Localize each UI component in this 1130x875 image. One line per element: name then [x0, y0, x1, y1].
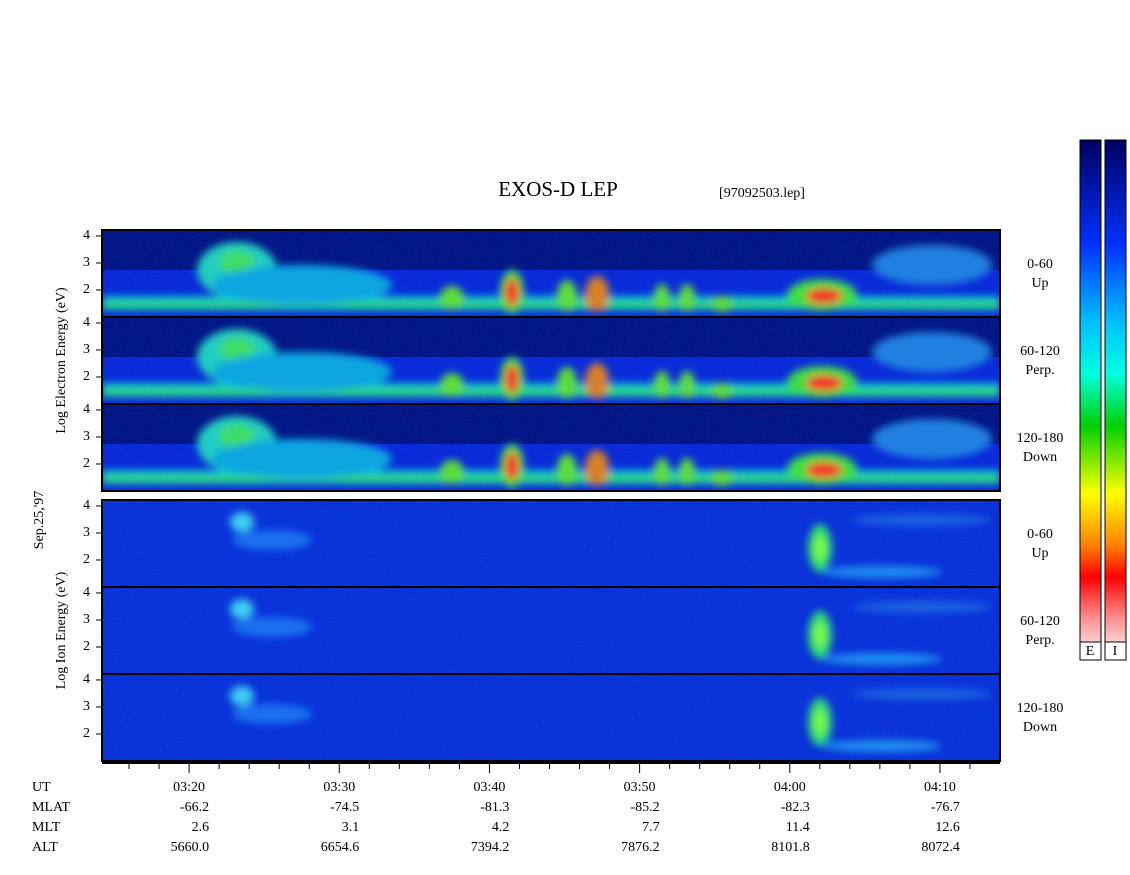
x-tick-label: 03:20	[173, 780, 205, 795]
row-value: -74.5	[330, 800, 359, 815]
x-tick-label: 03:50	[624, 780, 656, 795]
panel-frame	[101, 673, 1001, 762]
y-tick-label: 2	[83, 282, 90, 297]
y-tick-label: 3	[83, 255, 90, 270]
row-value: 2.6	[192, 820, 210, 835]
colorbar-label-box	[1104, 641, 1127, 661]
x-tick-label: 03:30	[323, 780, 355, 795]
y-tick-label: 2	[83, 639, 90, 654]
panel-direction: Up	[1031, 546, 1048, 561]
row-value: 6654.6	[321, 840, 360, 855]
row-value: 7.7	[642, 820, 660, 835]
spectrogram-image	[102, 317, 1000, 404]
row-value: -85.2	[630, 800, 659, 815]
row-label: MLT	[32, 820, 61, 835]
file-name: [97092503.lep]	[719, 186, 805, 201]
panel-frame	[101, 403, 1001, 492]
row-value: 8101.8	[771, 840, 810, 855]
colorbar-label-box	[1079, 641, 1102, 661]
row-value: -76.7	[931, 800, 960, 815]
panel-range: 120-180	[1017, 701, 1064, 716]
y-tick-label: 4	[83, 402, 90, 417]
y-tick-label: 4	[83, 498, 90, 513]
x-tick-label: 04:10	[924, 780, 956, 795]
y-tick-label: 3	[83, 342, 90, 357]
colorbar-label: E	[1086, 644, 1095, 659]
y-axis-label: Log Electron Energy (eV)	[54, 287, 69, 434]
spectrogram-image	[102, 230, 1000, 317]
panel-range: 0-60	[1027, 257, 1053, 272]
row-value: 7394.2	[471, 840, 510, 855]
panel-direction: Perp.	[1025, 633, 1054, 648]
spectrogram-image	[102, 674, 1000, 761]
panel-range: 120-180	[1017, 431, 1064, 446]
colorbar-label: I	[1113, 644, 1118, 659]
panel-direction: Up	[1031, 276, 1048, 291]
spectrogram-image	[102, 587, 1000, 674]
y-tick-label: 4	[83, 315, 90, 330]
row-value: 3.1	[342, 820, 360, 835]
colorbar	[1104, 139, 1127, 661]
y-tick-label: 4	[83, 228, 90, 243]
row-label: ALT	[32, 840, 58, 855]
row-value: -82.3	[781, 800, 810, 815]
row-value: 5660.0	[171, 840, 210, 855]
row-value: 12.6	[935, 820, 960, 835]
panel-range: 60-120	[1020, 614, 1060, 629]
panel-direction: Down	[1023, 720, 1057, 735]
panel-direction: Down	[1023, 450, 1057, 465]
title: EXOS-D LEP	[498, 177, 618, 201]
y-tick-label: 2	[83, 369, 90, 384]
y-tick-label: 2	[83, 456, 90, 471]
y-tick-label: 2	[83, 552, 90, 567]
row-value: 8072.4	[921, 840, 960, 855]
row-label: UT	[32, 780, 51, 795]
spectrogram-image	[102, 404, 1000, 491]
spectrogram-image	[102, 500, 1000, 587]
y-axis-label: Log Ion Energy (eV)	[54, 571, 69, 689]
panel-range: 60-120	[1020, 344, 1060, 359]
y-tick-label: 3	[83, 699, 90, 714]
colorbar	[1079, 139, 1102, 661]
row-value: -81.3	[480, 800, 509, 815]
panel-range: 0-60	[1027, 527, 1053, 542]
y-tick-label: 3	[83, 525, 90, 540]
y-tick-label: 3	[83, 612, 90, 627]
y-tick-label: 3	[83, 429, 90, 444]
date: Sep.25,'97	[32, 491, 47, 550]
x-tick-label: 03:40	[473, 780, 505, 795]
row-label: MLAT	[32, 800, 71, 815]
panel-direction: Perp.	[1025, 363, 1054, 378]
row-value: -66.2	[180, 800, 209, 815]
row-value: 4.2	[492, 820, 510, 835]
row-value: 7876.2	[621, 840, 660, 855]
y-tick-label: 4	[83, 672, 90, 687]
y-tick-label: 4	[83, 585, 90, 600]
row-value: 11.4	[786, 820, 810, 835]
x-tick-label: 04:00	[774, 780, 806, 795]
y-tick-label: 2	[83, 726, 90, 741]
